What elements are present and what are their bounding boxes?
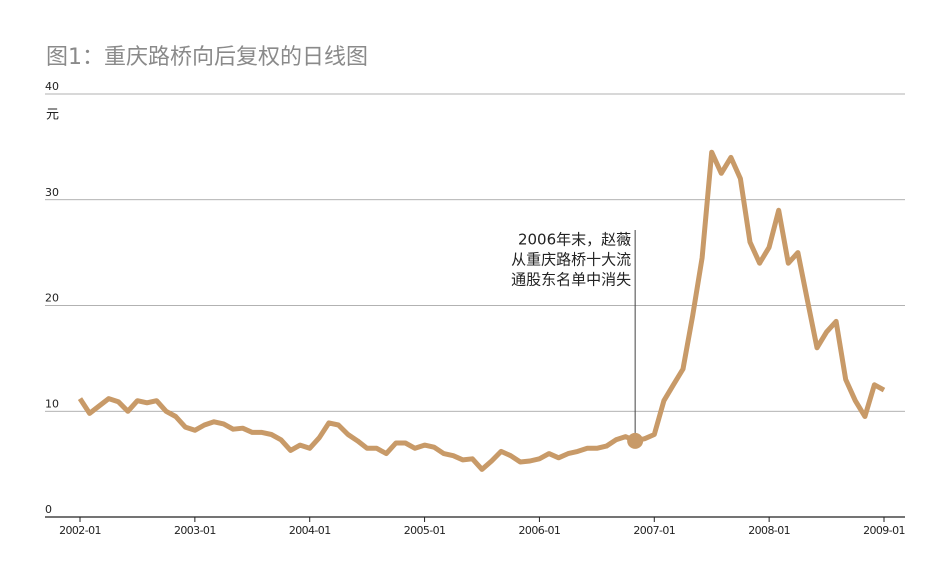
x-tick-label: 2006-01 bbox=[519, 524, 561, 537]
x-tick-label: 2004-01 bbox=[289, 524, 331, 537]
x-tick-label: 2008-01 bbox=[748, 524, 790, 537]
annotation-text: 从重庆路桥十大流 bbox=[511, 251, 631, 269]
chart-title: 图1：重庆路桥向后复权的日线图 bbox=[46, 45, 368, 70]
y-unit: 元 bbox=[46, 108, 59, 123]
annotation-marker bbox=[627, 432, 644, 449]
y-tick-label: 10 bbox=[45, 397, 59, 410]
y-tick-label: 20 bbox=[45, 292, 59, 305]
x-tick-label: 2002-01 bbox=[59, 524, 101, 537]
y-tick-label: 40 bbox=[45, 80, 59, 93]
x-tick-label: 2007-01 bbox=[633, 524, 675, 537]
y-tick-label: 30 bbox=[45, 186, 59, 199]
x-tick-label: 2003-01 bbox=[174, 524, 216, 537]
y-tick-label: 0 bbox=[45, 503, 52, 516]
x-tick-label: 2005-01 bbox=[404, 524, 446, 537]
x-tick-label: 2009-01 bbox=[863, 524, 905, 537]
annotation-text: 2006年末，赵薇 bbox=[518, 231, 631, 249]
annotation-text: 通股东名单中消失 bbox=[511, 271, 631, 289]
price-line bbox=[77, 149, 886, 472]
